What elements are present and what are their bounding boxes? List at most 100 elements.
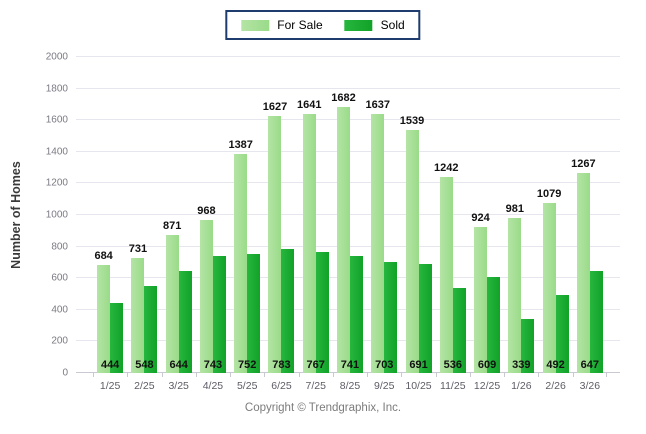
for-sale-value-label: 684 xyxy=(94,249,113,262)
for-sale-value-label: 1539 xyxy=(399,114,425,127)
sold-value-label: 444 xyxy=(100,359,120,371)
x-axis-tick-label: 3/25 xyxy=(168,380,189,392)
bar-for-sale: 1387 xyxy=(228,139,253,373)
gridline xyxy=(76,56,620,57)
bar-sold xyxy=(110,302,124,373)
bar-pair: 1539 xyxy=(400,115,432,373)
x-axis-tick-label: 8/25 xyxy=(339,380,361,392)
y-axis-tick-label: 1400 xyxy=(45,146,68,158)
copyright-text: Copyright © Trendgraphix, Inc. xyxy=(244,402,402,414)
x-axis-tick-label: 1/25 xyxy=(99,380,121,392)
for-sale-value-label: 924 xyxy=(471,212,490,225)
x-axis-tick-label: 2/26 xyxy=(545,380,566,392)
x-axis-tick-mark xyxy=(93,373,94,377)
bar-pair: 1267 xyxy=(571,158,603,373)
bar-group-1-26: 981 339 1/26 xyxy=(504,57,538,392)
sold-value-label: 492 xyxy=(546,359,565,371)
bar-group-9-25: 1637 703 9/25 xyxy=(366,57,401,392)
bar-for-sale: 731 xyxy=(129,243,147,373)
bar-pair: 1682 xyxy=(331,92,363,373)
x-axis-tick-mark xyxy=(504,373,506,377)
bar-pair: 924 xyxy=(471,212,501,373)
x-axis-tick-label: 6/25 xyxy=(271,380,292,392)
x-axis-tick-mark xyxy=(127,373,129,377)
for-sale-value-label: 1079 xyxy=(536,187,562,200)
bar-pair: 731 xyxy=(129,243,158,373)
bar-pair: 1242 xyxy=(434,162,466,373)
bar-for-sale: 1682 xyxy=(331,92,356,373)
bar-group-11-25: 1242 536 11/25 xyxy=(434,57,470,392)
bar-for-sale: 1079 xyxy=(537,188,561,373)
legend: For Sale Sold xyxy=(225,10,421,40)
bar-group-5-25: 1387 752 5/25 xyxy=(228,57,264,392)
x-axis-tick-mark xyxy=(605,373,607,377)
bar-for-sale: 1637 xyxy=(366,99,390,373)
x-axis-tick-mark xyxy=(264,373,266,377)
bars-area: 684 444 1/25 731 548 2/25 871 644 3/25 968 743 4/25… xyxy=(93,57,607,392)
bar-sold xyxy=(315,251,329,373)
for-sale-value-label: 731 xyxy=(128,242,148,255)
bar-pair: 1641 xyxy=(297,99,329,373)
x-axis-tick-label: 4/25 xyxy=(202,380,224,392)
y-axis-tick-labels: 0 200 400 600 800 1000 1200 1400 1600 1800 2000 xyxy=(0,52,68,379)
bar-pair: 1627 xyxy=(263,101,295,373)
x-axis-tick-mark xyxy=(230,373,232,377)
x-axis-tick-mark xyxy=(298,373,300,377)
bar-for-sale: 684 xyxy=(94,250,113,373)
bar-sold xyxy=(555,295,569,373)
for-sale-value-label: 1267 xyxy=(571,157,596,170)
bar-group-4-25: 968 743 4/25 xyxy=(195,57,230,392)
bar-pair: 684 xyxy=(94,250,124,373)
x-axis-tick-mark xyxy=(572,373,574,377)
sold-value-label: 647 xyxy=(580,359,600,371)
bar-sold xyxy=(178,271,192,373)
for-sale-value-label: 1242 xyxy=(434,161,459,174)
for-sale-value-label: 968 xyxy=(197,205,216,218)
sold-value-label: 339 xyxy=(512,359,531,371)
x-axis-tick-label: 7/25 xyxy=(305,380,326,392)
for-sale-value-label: 1682 xyxy=(331,92,356,105)
bar-pair: 871 xyxy=(163,220,192,373)
gridline xyxy=(76,87,620,89)
bar-group-3-26: 1267 647 3/26 xyxy=(571,57,607,392)
y-axis-tick-label: 1800 xyxy=(45,83,68,95)
sold-value-label: 752 xyxy=(238,359,257,371)
bar-for-sale: 1242 xyxy=(434,162,459,373)
y-axis-tick-label: 400 xyxy=(51,304,68,316)
bar-sold xyxy=(521,319,535,373)
legend-swatch-for-sale xyxy=(241,19,270,31)
sold-value-label: 609 xyxy=(477,359,497,371)
sold-value-label: 548 xyxy=(135,359,154,371)
sold-value-label: 703 xyxy=(375,359,394,371)
bar-for-sale: 1641 xyxy=(297,99,321,373)
for-sale-value-label: 1641 xyxy=(296,98,322,111)
bar-sold xyxy=(349,255,363,373)
sold-value-label: 783 xyxy=(272,359,291,371)
bar-group-10-25: 1539 691 10/25 xyxy=(400,57,435,392)
bar-for-sale: 1627 xyxy=(263,101,287,373)
x-axis-tick-mark xyxy=(435,373,437,377)
x-axis-tick-mark xyxy=(195,373,197,377)
bar-sold xyxy=(452,288,466,373)
legend-swatch-sold xyxy=(344,19,373,31)
bar-group-1-25: 684 444 1/25 xyxy=(93,57,127,392)
bar-pair: 1637 xyxy=(366,99,398,373)
plot-area: 684 444 1/25 731 548 2/25 871 644 3/25 968 743 4/25… xyxy=(76,56,620,392)
x-axis-tick-mark xyxy=(367,373,369,377)
bar-group-2-25: 731 548 2/25 xyxy=(127,57,161,392)
bar-sold xyxy=(247,254,261,373)
bar-sold xyxy=(384,261,398,373)
bar-sold xyxy=(589,270,603,373)
y-axis-tick-label: 1200 xyxy=(45,177,68,189)
bar-for-sale: 968 xyxy=(197,205,216,373)
x-axis-tick-label: 3/26 xyxy=(579,380,601,392)
sold-value-label: 741 xyxy=(340,359,360,371)
sold-value-label: 743 xyxy=(203,359,223,371)
bar-pair: 981 xyxy=(506,203,535,373)
sold-value-label: 691 xyxy=(409,359,428,371)
x-axis-tick-label: 1/26 xyxy=(511,380,532,392)
bar-group-2-26: 1079 492 2/26 xyxy=(537,57,572,392)
bar-sold xyxy=(281,249,295,373)
legend-label-sold: Sold xyxy=(380,18,405,32)
x-axis-tick-label: 12/25 xyxy=(473,380,501,392)
